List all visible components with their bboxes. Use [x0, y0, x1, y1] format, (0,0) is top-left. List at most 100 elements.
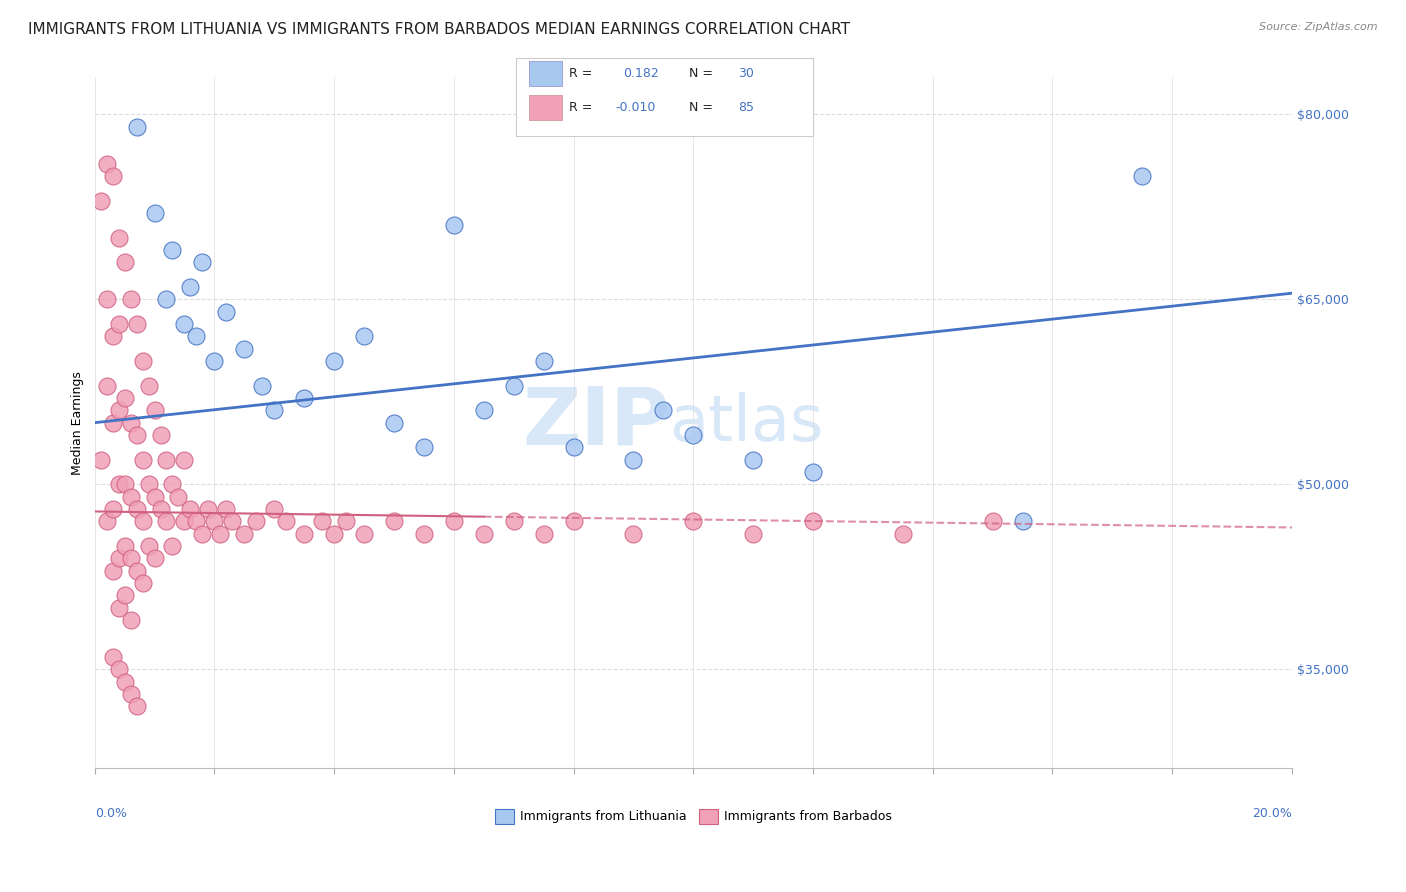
Text: 0.0%: 0.0%: [94, 806, 127, 820]
Point: [125, 502, 148, 516]
Point: [682, 514, 704, 528]
Point: [107, 477, 129, 491]
Point: [353, 329, 375, 343]
Point: [652, 403, 675, 417]
Point: [502, 514, 524, 528]
Point: [143, 551, 166, 566]
Point: [149, 502, 172, 516]
Point: [533, 354, 555, 368]
Point: [502, 378, 524, 392]
Point: [215, 304, 238, 318]
Point: [623, 452, 645, 467]
Point: [149, 428, 172, 442]
Point: [114, 588, 136, 602]
Point: [96, 157, 118, 171]
Point: [131, 452, 153, 467]
Point: [186, 514, 208, 528]
Point: [233, 342, 256, 356]
Text: R =: R =: [569, 101, 593, 113]
Point: [209, 526, 232, 541]
Point: [155, 452, 177, 467]
Point: [197, 502, 219, 516]
Point: [101, 329, 124, 343]
Point: [96, 293, 118, 307]
Point: [138, 378, 160, 392]
Point: [125, 317, 148, 331]
Point: [335, 514, 357, 528]
Point: [143, 206, 166, 220]
Point: [120, 687, 142, 701]
Point: [96, 514, 118, 528]
Point: [101, 169, 124, 183]
Text: atlas: atlas: [669, 392, 824, 454]
Point: [263, 403, 285, 417]
Point: [382, 514, 405, 528]
Point: [173, 514, 195, 528]
Point: [323, 354, 346, 368]
Text: 0.182: 0.182: [623, 67, 658, 79]
Point: [179, 502, 201, 516]
Point: [155, 514, 177, 528]
Point: [292, 391, 315, 405]
Point: [101, 564, 124, 578]
Point: [413, 526, 436, 541]
Point: [114, 539, 136, 553]
Point: [323, 526, 346, 541]
Point: [413, 440, 436, 454]
Point: [245, 514, 267, 528]
Point: [472, 526, 495, 541]
Point: [131, 354, 153, 368]
Point: [353, 526, 375, 541]
Point: [202, 514, 225, 528]
Text: N =: N =: [689, 67, 713, 79]
Point: [981, 514, 1004, 528]
Text: R =: R =: [569, 67, 593, 79]
Point: [120, 416, 142, 430]
Point: [107, 600, 129, 615]
Point: [162, 477, 184, 491]
Text: 30: 30: [738, 67, 754, 79]
Point: [186, 329, 208, 343]
Point: [155, 293, 177, 307]
Text: N =: N =: [689, 101, 713, 113]
Text: -0.010: -0.010: [616, 101, 657, 113]
Point: [101, 649, 124, 664]
Point: [742, 452, 765, 467]
Point: [96, 378, 118, 392]
Point: [191, 526, 214, 541]
Point: [173, 452, 195, 467]
Point: [233, 526, 256, 541]
Text: Source: ZipAtlas.com: Source: ZipAtlas.com: [1260, 22, 1378, 32]
Point: [162, 539, 184, 553]
Point: [562, 440, 585, 454]
Point: [114, 674, 136, 689]
Point: [623, 526, 645, 541]
Point: [292, 526, 315, 541]
Point: [131, 514, 153, 528]
Text: IMMIGRANTS FROM LITHUANIA VS IMMIGRANTS FROM BARBADOS MEDIAN EARNINGS CORRELATIO: IMMIGRANTS FROM LITHUANIA VS IMMIGRANTS …: [28, 22, 851, 37]
Point: [443, 219, 465, 233]
Point: [107, 662, 129, 676]
Legend: Immigrants from Lithuania, Immigrants from Barbados: Immigrants from Lithuania, Immigrants fr…: [495, 808, 891, 824]
Point: [101, 502, 124, 516]
Point: [263, 502, 285, 516]
Point: [472, 403, 495, 417]
Point: [179, 280, 201, 294]
Y-axis label: Median Earnings: Median Earnings: [72, 371, 84, 475]
Point: [742, 526, 765, 541]
Point: [125, 428, 148, 442]
Point: [1130, 169, 1153, 183]
Point: [107, 317, 129, 331]
Point: [125, 564, 148, 578]
Point: [801, 514, 824, 528]
Point: [131, 576, 153, 591]
Point: [125, 120, 148, 134]
Point: [107, 231, 129, 245]
Point: [138, 477, 160, 491]
Point: [114, 391, 136, 405]
Point: [215, 502, 238, 516]
Point: [107, 551, 129, 566]
Point: [143, 490, 166, 504]
Point: [311, 514, 333, 528]
Point: [90, 194, 112, 208]
